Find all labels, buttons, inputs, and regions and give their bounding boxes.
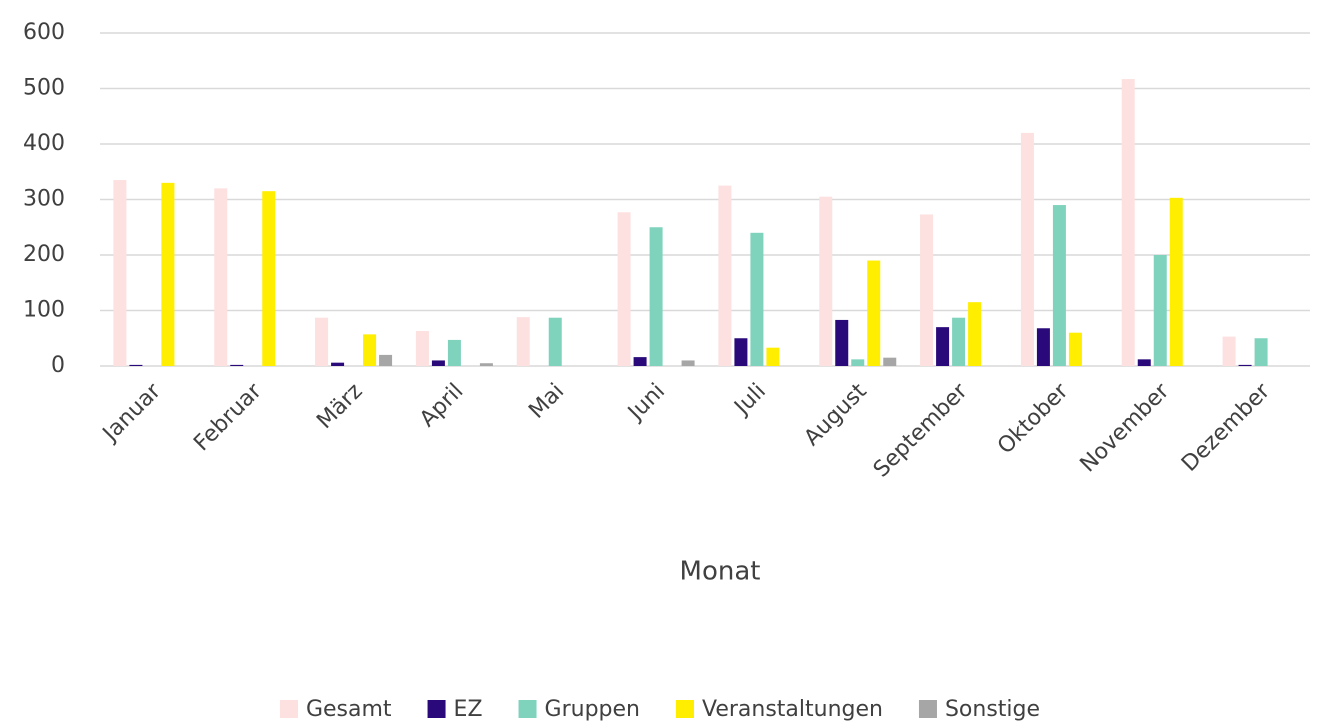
bar (113, 180, 127, 366)
bar (681, 360, 695, 366)
y-tick-label: 300 (23, 187, 65, 212)
bar (883, 357, 897, 366)
bar (819, 196, 833, 366)
y-tick-label: 200 (23, 242, 65, 267)
y-tick-label: 600 (23, 20, 65, 45)
x-tick-label: April (415, 379, 468, 432)
x-tick-label: Mai (524, 379, 569, 424)
bar (415, 331, 429, 366)
bar (633, 357, 647, 366)
bar (516, 317, 530, 366)
bar (129, 364, 143, 366)
legend-label: Gruppen (545, 697, 640, 722)
bar (1238, 364, 1252, 366)
y-tick-label: 500 (23, 76, 65, 101)
x-tick-label: Januar (97, 378, 167, 448)
x-tick-label: März (312, 379, 367, 434)
y-tick-label: 0 (51, 353, 65, 378)
legend-swatch (427, 700, 446, 718)
legend-label: Sonstige (945, 697, 1040, 722)
bar (750, 232, 764, 366)
legend-swatch (279, 700, 298, 718)
x-tick-label: Juni (622, 379, 670, 427)
x-tick-label: November (1076, 378, 1175, 477)
bar (766, 347, 780, 366)
legend-label: Gesamt (306, 697, 392, 722)
bar (363, 334, 377, 366)
bar (1153, 255, 1167, 366)
x-axis-title: Monat (680, 557, 761, 587)
x-tick-label: Juli (729, 379, 771, 421)
y-tick-label: 400 (23, 131, 65, 156)
x-tick-label: Februar (189, 378, 267, 456)
x-tick-label: Dezember (1177, 378, 1276, 477)
bar (1254, 338, 1268, 366)
bar (835, 319, 849, 366)
bar (331, 362, 345, 366)
bar (548, 317, 562, 366)
x-tick-label: September (869, 378, 973, 482)
legend-label: EZ (454, 697, 483, 722)
bar (161, 182, 175, 366)
bar (718, 185, 732, 366)
bar (230, 364, 244, 366)
bar (315, 317, 329, 366)
bar (479, 363, 493, 366)
bar (968, 302, 982, 366)
bar (262, 191, 276, 366)
bar (1121, 79, 1135, 366)
bar (447, 339, 461, 366)
bar (936, 327, 950, 366)
bar (1137, 359, 1151, 366)
bar (649, 227, 663, 366)
legend-swatch (518, 700, 537, 718)
legend-swatch (918, 700, 937, 718)
legend-swatch (675, 700, 694, 718)
x-tick-label: Oktober (993, 378, 1074, 459)
bar (851, 359, 865, 366)
x-tick-label: August (800, 379, 872, 451)
bar (431, 360, 445, 366)
bar (379, 354, 393, 366)
bar (920, 214, 934, 366)
bar (734, 338, 748, 366)
bar (952, 317, 966, 366)
bar (1020, 132, 1034, 366)
bar (1052, 205, 1066, 366)
bar (214, 188, 228, 366)
bar (1068, 332, 1082, 366)
legend-label: Veranstaltungen (702, 697, 883, 722)
y-tick-label: 100 (23, 298, 65, 323)
bar (617, 212, 631, 366)
bar (1169, 197, 1183, 366)
bar (1222, 336, 1236, 366)
bar (1036, 328, 1050, 366)
bar (867, 260, 881, 366)
